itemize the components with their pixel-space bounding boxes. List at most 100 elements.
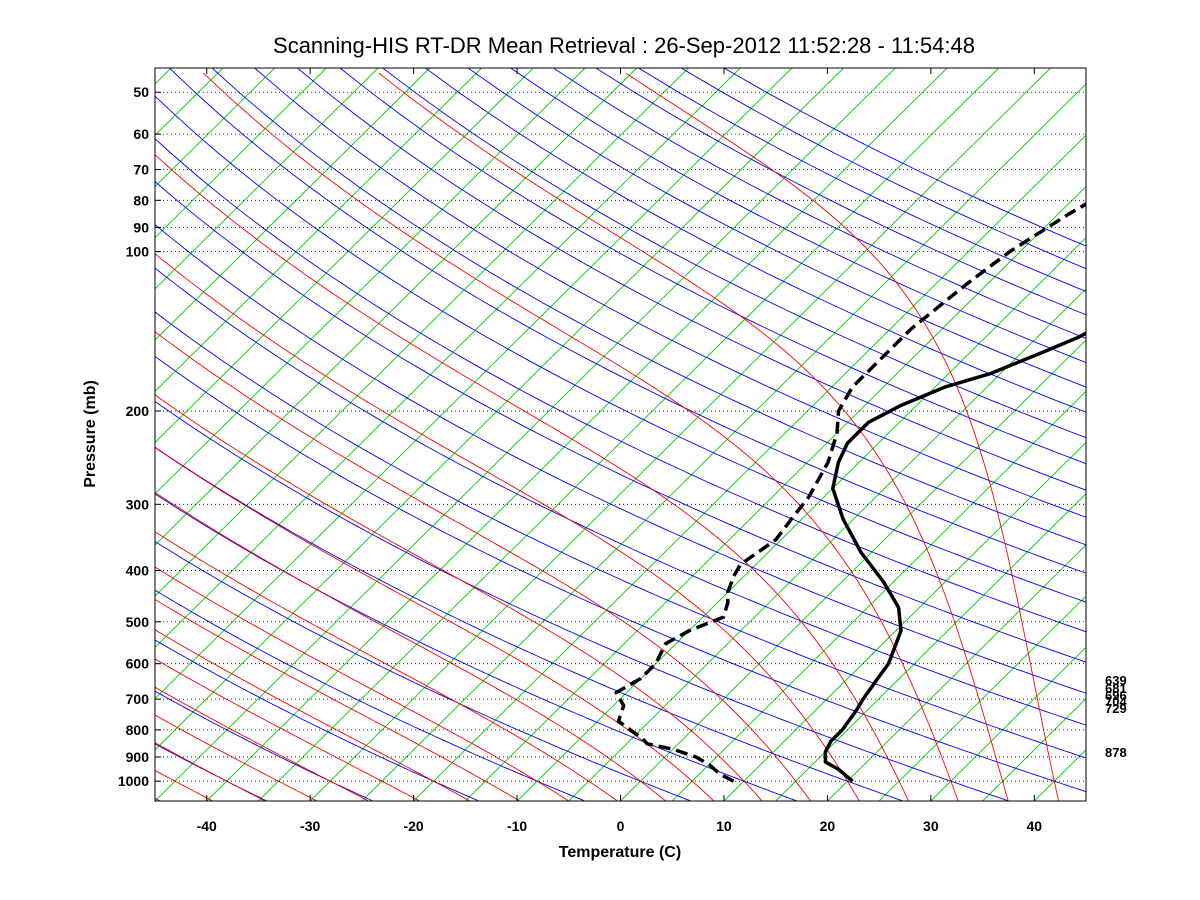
isotherm-line — [155, 68, 689, 597]
dry-adiabat-line — [155, 589, 586, 801]
x-tick-label: 0 — [617, 818, 625, 834]
isotherm-line — [0, 68, 120, 801]
x-tick-label: -30 — [300, 818, 320, 834]
x-tick-label: 30 — [923, 818, 939, 834]
y-tick-label: 50 — [133, 84, 149, 100]
isotherm-line — [361, 83, 1086, 801]
moist-adiabat-line — [155, 331, 811, 801]
moist-adiabat-line — [155, 394, 763, 801]
dry-adiabat-line — [155, 138, 1086, 633]
dry-adiabat-line — [155, 639, 480, 801]
x-axis-ticks: -40 -30 -20 -10 0 10 20 30 40 — [197, 68, 1042, 834]
x-tick-label: 40 — [1026, 818, 1042, 834]
moist-adiabat-line — [155, 253, 860, 801]
dry-adiabat-line — [155, 95, 1086, 603]
y-tick-label: 80 — [133, 192, 149, 208]
right-pressure-label: 704 — [1105, 694, 1127, 709]
y-tick-label: 200 — [126, 403, 150, 419]
moist-adiabat-line — [155, 599, 520, 801]
x-tick-label: 10 — [716, 818, 732, 834]
isotherm-line — [878, 595, 1086, 801]
isotherm-line — [155, 68, 741, 648]
moist-adiabat-line — [203, 72, 959, 801]
isotherm-line — [620, 339, 1086, 801]
moist-adiabat-line — [155, 742, 266, 801]
moist-adiabat-line — [155, 658, 420, 801]
dry-adiabat-line — [155, 400, 1010, 801]
isotherm-line — [206, 68, 948, 801]
moist-adiabat-line — [625, 72, 1060, 801]
y-tick-label: 90 — [133, 219, 149, 235]
isotherm-line — [0, 68, 16, 801]
x-tick-label: -40 — [197, 818, 217, 834]
isotherm-line — [0, 68, 68, 801]
y-tick-label: 100 — [126, 244, 150, 260]
isotherm-line — [155, 68, 586, 495]
moist-adiabat-line — [155, 531, 618, 801]
dry-adiabat-line — [382, 68, 1086, 439]
y-tick-label: 800 — [126, 722, 150, 738]
moist-adiabat-line — [155, 629, 471, 801]
isotherm-line — [155, 68, 224, 136]
dry-adiabat-line — [254, 68, 1086, 518]
x-tick-label: -10 — [507, 818, 527, 834]
isotherm-line — [155, 68, 482, 392]
dry-adiabat-line — [155, 493, 798, 801]
dry-adiabat-line — [169, 68, 1086, 574]
isotherm-line — [930, 646, 1086, 801]
temperature-profile-line — [823, 331, 1086, 783]
y-tick-label: 60 — [133, 126, 149, 142]
chart-title: Scanning-HIS RT-DR Mean Retrieval : 26-S… — [273, 33, 975, 58]
dry-adiabat-line — [155, 540, 692, 801]
x-axis-label: Temperature (C) — [559, 844, 681, 861]
dry-adiabat-line — [155, 446, 904, 801]
isotherm-line — [155, 68, 379, 290]
isotherm-line — [982, 697, 1086, 801]
dry-adiabat-line — [155, 690, 374, 801]
y-tick-label: 300 — [126, 496, 150, 512]
moist-adiabat-line — [155, 714, 318, 801]
isotherm-line — [155, 68, 896, 801]
moist-adiabat-line — [155, 154, 910, 801]
profile-lines — [614, 202, 1086, 783]
moist-adiabat-line — [378, 72, 1009, 801]
isotherm-line — [413, 134, 1086, 801]
isotherm-line — [1189, 68, 1200, 801]
isotherm-line — [309, 68, 1051, 801]
y-tick-label: 600 — [126, 656, 150, 672]
right-pressure-label: 639 — [1105, 673, 1127, 688]
dry-adiabat-line — [155, 311, 1086, 759]
right-pressure-label: 729 — [1105, 701, 1127, 716]
isotherm-line — [155, 68, 431, 341]
moist-adiabat-line — [155, 566, 570, 801]
dry-adiabat-line — [297, 68, 1086, 491]
isotherm-line — [775, 493, 1086, 801]
moist-adiabat-line — [155, 686, 369, 801]
isotherm-line — [671, 390, 1086, 801]
isotherm-line — [568, 288, 1086, 801]
dry-adiabat-line — [155, 267, 1086, 726]
y-tick-label: 900 — [126, 749, 150, 765]
y-tick-label: 70 — [133, 162, 149, 178]
dry-adiabat-line — [155, 180, 1086, 663]
y-axis-label: Pressure (mb) — [82, 380, 99, 488]
isotherm-line — [1085, 800, 1086, 801]
isotherm-line — [464, 185, 1086, 801]
isotherm-line — [258, 68, 1000, 801]
dewpoint-profile-line — [614, 202, 1086, 783]
dry-adiabat-line — [339, 68, 1086, 465]
dry-adiabat-line — [155, 743, 268, 801]
isotherm-line — [155, 68, 534, 444]
dry-adiabat-line — [155, 224, 1086, 694]
moist-adiabat-line — [155, 491, 666, 801]
isotherm-line — [723, 441, 1086, 801]
x-tick-label: 20 — [820, 818, 836, 834]
dry-adiabat-line — [155, 355, 1086, 793]
right-pressure-label: 681 — [1105, 681, 1127, 696]
y-tick-label: 1000 — [118, 773, 149, 789]
isotherm-line — [1138, 68, 1200, 801]
y-tick-label: 500 — [126, 614, 150, 630]
dry-adiabat-line — [723, 68, 1086, 247]
